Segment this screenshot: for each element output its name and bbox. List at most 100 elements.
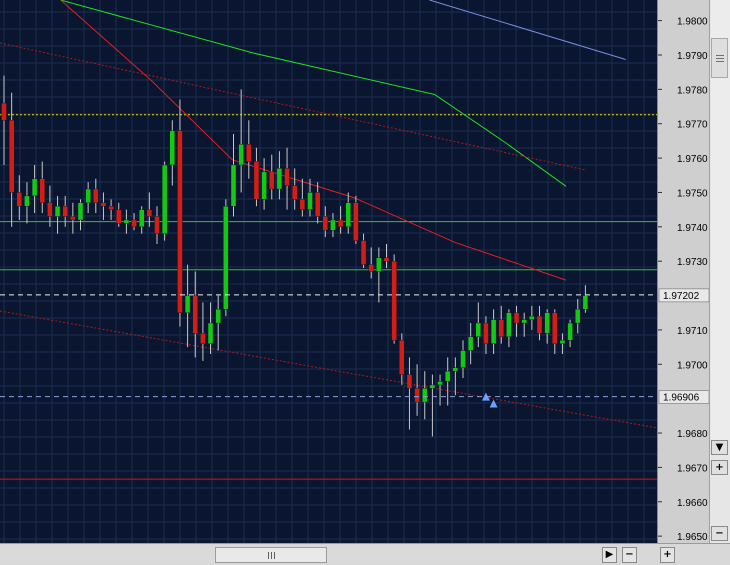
candle [330,213,336,238]
candle-body [376,257,382,272]
price-axis-labels: 1.9800 1.9790 1.9780 1.9770 1.9760 1.9750 1.97… [658,17,710,543]
candle-body [292,185,298,200]
zoom-in-button[interactable]: + [711,460,728,475]
candle [200,302,206,361]
axis-tick-label: 1.9790 [677,51,708,62]
candle-body [475,322,481,337]
candle-body [238,144,244,166]
candle [414,364,420,416]
candle [422,371,428,420]
horizontal-scrollbar[interactable]: ▶ − + [0,543,730,565]
candle-body [261,171,267,200]
candle-body [506,312,512,337]
axis-tick-label: 1.9730 [677,257,708,268]
candle-body [223,206,229,310]
candle [506,309,512,348]
candle [536,305,543,341]
candle [116,202,122,227]
candle [223,199,229,317]
candle [123,209,130,234]
candle [552,309,558,354]
indicator-line [429,0,626,60]
axis-tick-label: 1.9660 [677,498,708,509]
candle [475,302,481,348]
candle-body [230,164,237,207]
price-marker-label: 1.96906 [663,393,700,404]
candle [567,319,573,348]
candle [429,374,436,437]
grip-line [716,61,724,62]
candle [16,175,22,220]
axis-tick-label: 1.9800 [677,17,708,28]
candle-body [513,312,520,324]
candle [544,309,550,344]
zoom-out-time-button[interactable]: − [622,547,637,563]
candle [353,195,359,245]
candle [54,195,61,234]
candle [345,192,351,234]
scroll-down-button[interactable]: ▼ [711,440,728,455]
candle-body [16,192,22,207]
arrow-marker [481,392,490,401]
candle [169,120,176,186]
candle-body [246,144,252,162]
candle-body [368,264,374,272]
candle-body [391,260,397,341]
candle [292,168,298,210]
grip-line [716,58,724,59]
candle-body [269,171,275,190]
axis-tick-label: 1.9740 [677,223,708,234]
price-axis[interactable]: 1.9800 1.9790 1.9780 1.9770 1.9760 1.9750 1.97… [657,0,710,543]
candle-body [422,388,428,403]
price-chart[interactable] [0,0,657,543]
horizontal-scroll-thumb[interactable] [215,547,327,563]
vertical-scrollbar[interactable]: ▼ + − R [709,0,730,565]
zoom-in-time-button[interactable]: + [660,547,675,563]
vertical-scroll-thumb[interactable] [711,38,728,78]
candle-body [330,219,336,231]
candle [368,247,374,279]
candle [406,357,413,430]
candle-body [521,319,527,324]
candle-body [169,130,176,166]
grip-line [716,55,724,56]
candle-body [77,202,84,221]
candle-body [437,381,443,386]
candle [460,340,466,379]
candle-body [406,374,413,389]
candle [559,333,566,354]
scroll-right-button[interactable]: ▶ [602,547,617,563]
candle [184,264,191,348]
candle-body [253,161,260,200]
candle-body [138,209,145,228]
candle [521,312,527,337]
candle-body [445,370,451,382]
candle-body [483,322,489,344]
axis-tick-label: 1.9700 [677,360,708,371]
candle [1,75,7,165]
candle-body [47,202,53,217]
candle-body [429,384,436,389]
candle [39,161,45,214]
candle-body [460,350,466,368]
candle [529,305,535,330]
candle-body [399,340,405,375]
candle-body [116,209,122,224]
candle-body [100,202,107,207]
candle [513,305,520,337]
candle-body [575,309,581,324]
candle-body [552,312,558,344]
grip-line [274,552,275,559]
candle-body [582,295,589,310]
zoom-out-button[interactable]: − [711,526,728,541]
candle [467,323,474,365]
candle-body [24,195,30,207]
vertical-scroll-track[interactable] [711,0,730,440]
candle-body [322,216,328,231]
candle [8,92,15,227]
candle-body [8,120,15,193]
candle-body [31,178,38,197]
plot-area [0,0,657,543]
candle [261,158,267,210]
